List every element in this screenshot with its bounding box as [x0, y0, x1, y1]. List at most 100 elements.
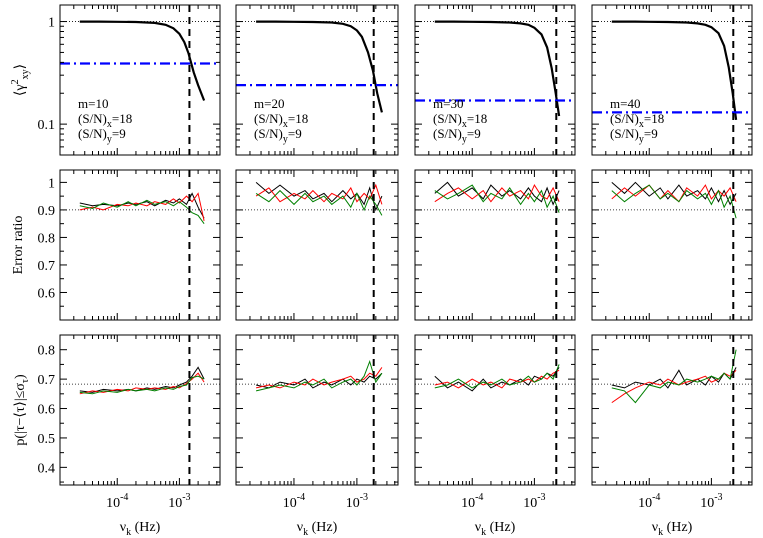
xl-base: ν — [297, 520, 303, 535]
panel-r0c0: m=10(S/N)x=18(S/N)y=90.11 — [38, 4, 221, 156]
tick-base: 10 — [283, 496, 297, 511]
tick-base: 10 — [638, 496, 652, 511]
series-line-black — [434, 181, 560, 206]
series-group — [255, 359, 383, 392]
series-group — [611, 181, 737, 219]
series-line-solid-black — [79, 20, 206, 101]
panel-annotation-sn: (S/N)x=18 — [78, 111, 132, 130]
y-tick-label: 0.1 — [38, 118, 56, 133]
y-tick-label: 0.5 — [38, 432, 56, 447]
ann-rest: =18 — [288, 111, 308, 126]
x-tick-label: 10-3 — [523, 492, 545, 511]
panel-annotation-m: m=40 — [610, 96, 640, 111]
x-tick-label: 10-4 — [283, 492, 305, 511]
panel-r2c0: 0.40.50.60.70.810-4 10-3νk (Hz) — [38, 334, 221, 538]
xl-sub: k — [303, 527, 308, 538]
y-tick-label: 0.6 — [38, 403, 56, 418]
panel-annotation-sn: (S/N)x=18 — [610, 111, 664, 130]
tick-exp: -3 — [360, 492, 368, 503]
panel-annotation-sn: (S/N)x=18 — [433, 111, 487, 130]
series-group — [255, 182, 383, 216]
tick-base: 10 — [106, 496, 120, 511]
xl-rest: (Hz) — [308, 520, 337, 535]
ann-rest: =18 — [112, 111, 132, 126]
xl-rest: (Hz) — [663, 520, 692, 535]
series-group — [79, 192, 205, 224]
series-line-black — [611, 367, 737, 389]
x-tick-label: 10-4 — [106, 492, 128, 511]
panel-frame — [59, 4, 221, 156]
tick-exp: -4 — [297, 492, 305, 503]
ann-sub: x — [639, 119, 644, 130]
series-line-green — [434, 184, 560, 213]
x-axis-label: νk (Hz) — [297, 520, 338, 538]
ann-base: (S/N) — [254, 111, 283, 126]
tick-exp: -4 — [475, 492, 483, 503]
x-tick-label: 10-3 — [346, 492, 368, 511]
panel-frame — [591, 169, 753, 321]
series-line-green — [611, 349, 737, 404]
series-line-black — [79, 366, 205, 393]
series-line-green — [434, 364, 560, 389]
y-tick-label: 0.7 — [38, 259, 56, 274]
series-group — [79, 366, 205, 395]
tick-base: 10 — [523, 496, 537, 511]
ann-sub: y — [107, 134, 112, 145]
panel-r0c1: m=20(S/N)x=18(S/N)y=9 — [235, 4, 399, 156]
ann-base: (S/N) — [610, 111, 639, 126]
xl-sub: k — [658, 527, 663, 538]
y-tick-label: 0.8 — [38, 231, 56, 246]
panel-annotation-sn: (S/N)y=9 — [610, 126, 658, 145]
x-tick-label: 10-3 — [700, 492, 722, 511]
series-line-green — [79, 375, 205, 395]
panel-r1c1 — [235, 169, 399, 321]
series-line-solid-black — [611, 20, 738, 121]
panel-annotation-sn: (S/N)y=9 — [433, 126, 481, 145]
ann-base: (S/N) — [433, 126, 462, 141]
ann-sub: x — [283, 119, 288, 130]
x-axis-label: νk (Hz) — [652, 520, 693, 538]
ann-rest: =9 — [467, 126, 481, 141]
x-axis-label: νk (Hz) — [475, 520, 516, 538]
ann-sub: x — [462, 119, 467, 130]
y-axis-label-coherence: ⟨γ2xy⟩ — [10, 64, 31, 96]
ann-rest: =9 — [644, 126, 658, 141]
xl-sub: k — [481, 527, 486, 538]
yl0-sub: xy — [20, 69, 31, 79]
series-group — [60, 20, 220, 101]
series-line-red — [79, 192, 205, 222]
ann-base: (S/N) — [433, 111, 462, 126]
series-group — [434, 364, 560, 392]
tick-base: 10 — [461, 496, 475, 511]
yl0-close: ⟩ — [13, 64, 28, 69]
series-line-green — [255, 189, 383, 216]
panel-annotation-sn: (S/N)y=9 — [254, 126, 302, 145]
x-tick-label: 10-3 — [168, 492, 190, 511]
xl-base: ν — [475, 520, 481, 535]
yl0-a: ⟨γ — [13, 84, 28, 96]
y-tick-label: 0.8 — [38, 344, 56, 359]
panel-r0c2: m=30(S/N)x=18(S/N)y=9 — [414, 4, 576, 156]
tick-base: 10 — [168, 496, 182, 511]
series-line-red — [434, 369, 560, 389]
series-line-red — [255, 183, 383, 205]
y-axis-label-error-ratio: Error ratio — [11, 216, 26, 275]
y-tick-label: 1 — [48, 16, 55, 31]
yl0-sup: 2 — [10, 79, 21, 84]
ann-base: (S/N) — [78, 111, 107, 126]
panel-frame — [414, 4, 576, 156]
panel-frame — [414, 169, 576, 321]
tick-base: 10 — [346, 496, 360, 511]
xl-sub: k — [126, 527, 131, 538]
panel-annotation-sn: (S/N)y=9 — [78, 126, 126, 145]
panel-frame — [235, 4, 399, 156]
ann-rest: =18 — [467, 111, 487, 126]
ann-sub: y — [639, 134, 644, 145]
yl2-sub: τ — [20, 379, 31, 383]
x-tick-label: 10-4 — [461, 492, 483, 511]
tick-exp: -4 — [652, 492, 660, 503]
ann-rest: =9 — [112, 126, 126, 141]
ann-rest: =9 — [288, 126, 302, 141]
y-axis-label-probability: p(|τ−⟨τ⟩|≤στ) — [13, 374, 31, 446]
